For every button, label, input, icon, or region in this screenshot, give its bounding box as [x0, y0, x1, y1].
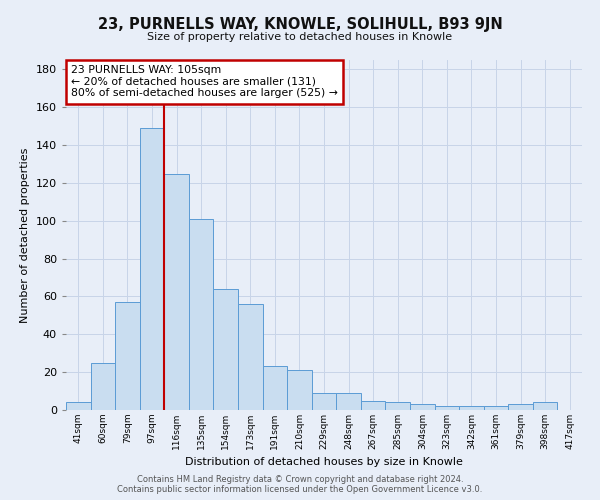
Bar: [410, 404, 434, 410]
Bar: [361, 400, 385, 410]
Bar: [263, 366, 287, 410]
Bar: [459, 406, 484, 410]
Text: Contains HM Land Registry data © Crown copyright and database right 2024.: Contains HM Land Registry data © Crown c…: [137, 475, 463, 484]
Bar: [385, 402, 410, 410]
Bar: [508, 404, 533, 410]
Bar: [238, 304, 263, 410]
Y-axis label: Number of detached properties: Number of detached properties: [20, 148, 30, 322]
Bar: [533, 402, 557, 410]
Bar: [91, 362, 115, 410]
Bar: [214, 289, 238, 410]
Bar: [336, 393, 361, 410]
Text: Contains public sector information licensed under the Open Government Licence v3: Contains public sector information licen…: [118, 484, 482, 494]
Bar: [312, 393, 336, 410]
Bar: [189, 219, 214, 410]
Bar: [434, 406, 459, 410]
Bar: [484, 406, 508, 410]
Bar: [115, 302, 140, 410]
Text: 23, PURNELLS WAY, KNOWLE, SOLIHULL, B93 9JN: 23, PURNELLS WAY, KNOWLE, SOLIHULL, B93 …: [98, 18, 502, 32]
Text: Size of property relative to detached houses in Knowle: Size of property relative to detached ho…: [148, 32, 452, 42]
Bar: [164, 174, 189, 410]
Bar: [287, 370, 312, 410]
Text: 23 PURNELLS WAY: 105sqm
← 20% of detached houses are smaller (131)
80% of semi-d: 23 PURNELLS WAY: 105sqm ← 20% of detache…: [71, 65, 338, 98]
Bar: [66, 402, 91, 410]
X-axis label: Distribution of detached houses by size in Knowle: Distribution of detached houses by size …: [185, 458, 463, 468]
Bar: [140, 128, 164, 410]
